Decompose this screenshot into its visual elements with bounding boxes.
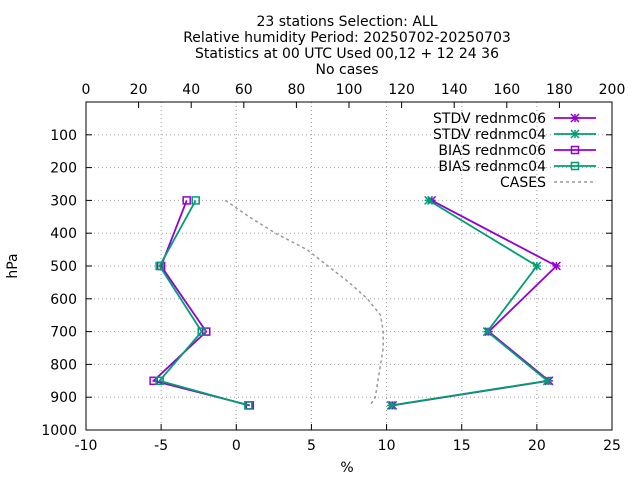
y-tick-label: 300 bbox=[50, 193, 77, 209]
data-point bbox=[542, 376, 552, 386]
data-point bbox=[182, 196, 191, 205]
x-axis-label: % bbox=[340, 460, 353, 476]
legend-entry: STDV rednmc06 bbox=[433, 111, 596, 127]
title-line: Statistics at 00 UTC Used 00,12 + 12 24 … bbox=[195, 46, 499, 62]
title-line: Relative humidity Period: 20250702-20250… bbox=[183, 30, 511, 46]
y-tick-label: 200 bbox=[50, 161, 77, 177]
y-tick-label: 800 bbox=[50, 357, 77, 373]
legend-label: BIAS rednmc04 bbox=[438, 159, 546, 175]
legend-entry: STDV rednmc04 bbox=[433, 127, 596, 143]
x-tick-label: 25 bbox=[603, 438, 621, 454]
data-point bbox=[551, 261, 561, 271]
series-line bbox=[390, 199, 550, 407]
data-point bbox=[424, 195, 434, 205]
square-marker bbox=[155, 376, 164, 386]
square-marker bbox=[149, 376, 158, 386]
data-point bbox=[191, 196, 200, 205]
x-tick-label: 0 bbox=[232, 438, 241, 454]
y-tick-label: 600 bbox=[50, 292, 77, 308]
series-line bbox=[151, 200, 251, 407]
x2-tick-label: 0 bbox=[82, 82, 91, 98]
legend-label: STDV rednmc04 bbox=[433, 127, 546, 143]
series-line bbox=[157, 199, 249, 407]
y-tick-label: 500 bbox=[50, 259, 77, 275]
legend-label: STDV rednmc06 bbox=[433, 111, 546, 127]
x-axis-ticks: -10 -5 0 5 10 15 20 25 bbox=[75, 424, 621, 454]
x2-axis-ticks: 0 20 40 60 80 100 120 140 160 180 200 bbox=[82, 82, 626, 108]
star-marker bbox=[570, 129, 580, 139]
y-tick-label: 1000 bbox=[41, 423, 77, 439]
square-marker bbox=[182, 196, 191, 205]
x-tick-label: 15 bbox=[453, 438, 471, 454]
x2-tick-label: 60 bbox=[235, 82, 253, 98]
y-tick-label: 400 bbox=[50, 226, 77, 242]
series-line bbox=[392, 199, 558, 407]
star-marker bbox=[570, 113, 580, 123]
x2-tick-label: 80 bbox=[287, 82, 305, 98]
data-series bbox=[149, 195, 561, 410]
square-marker bbox=[570, 161, 580, 171]
star-marker bbox=[551, 261, 561, 271]
square-marker bbox=[244, 401, 253, 410]
star-marker bbox=[386, 400, 396, 410]
x2-tick-label: 140 bbox=[441, 82, 468, 98]
legend-label: CASES bbox=[500, 175, 546, 191]
star-marker bbox=[424, 195, 434, 205]
x-tick-label: 20 bbox=[528, 438, 546, 454]
legend-entry: CASES bbox=[500, 175, 596, 191]
series-bias-rednmc06 bbox=[149, 196, 255, 410]
x-tick-label: -5 bbox=[154, 438, 168, 454]
data-point bbox=[532, 261, 542, 271]
series-stdv-rednmc04 bbox=[386, 195, 552, 410]
data-point bbox=[155, 376, 164, 386]
y-axis-ticks: 100 200 300 400 500 600 700 800 900 1000 bbox=[41, 128, 612, 439]
data-point bbox=[244, 401, 253, 410]
square-marker bbox=[191, 196, 200, 205]
y-tick-label: 900 bbox=[50, 390, 77, 406]
title-line: No cases bbox=[316, 62, 379, 78]
y-axis-label: hPa bbox=[5, 253, 21, 278]
data-point bbox=[197, 327, 206, 336]
x2-tick-label: 120 bbox=[388, 82, 415, 98]
star-marker bbox=[482, 327, 492, 337]
legend-entry: BIAS rednmc04 bbox=[438, 159, 596, 175]
star-marker bbox=[532, 261, 542, 271]
x2-tick-label: 180 bbox=[546, 82, 573, 98]
series-line bbox=[224, 199, 384, 406]
data-point bbox=[149, 376, 158, 386]
x-tick-label: 5 bbox=[307, 438, 316, 454]
title-line: 23 stations Selection: ALL bbox=[256, 14, 437, 30]
x2-tick-label: 200 bbox=[599, 82, 626, 98]
x2-tick-label: 160 bbox=[493, 82, 520, 98]
legend-label: BIAS rednmc06 bbox=[438, 143, 546, 159]
data-point bbox=[386, 400, 396, 410]
star-marker bbox=[542, 376, 552, 386]
x2-tick-label: 40 bbox=[182, 82, 200, 98]
series-cases bbox=[224, 199, 384, 406]
y-tick-label: 700 bbox=[50, 325, 77, 341]
x-tick-label: -10 bbox=[75, 438, 98, 454]
y-tick-label: 100 bbox=[50, 128, 77, 144]
data-point bbox=[155, 261, 164, 271]
x-tick-label: 10 bbox=[378, 438, 396, 454]
series-bias-rednmc04 bbox=[155, 196, 253, 410]
legend-entry: BIAS rednmc06 bbox=[438, 143, 596, 159]
square-marker bbox=[155, 261, 164, 271]
x2-tick-label: 100 bbox=[336, 82, 363, 98]
data-point bbox=[482, 327, 492, 337]
square-marker bbox=[197, 327, 206, 336]
square-marker bbox=[570, 145, 580, 155]
x2-tick-label: 20 bbox=[130, 82, 148, 98]
